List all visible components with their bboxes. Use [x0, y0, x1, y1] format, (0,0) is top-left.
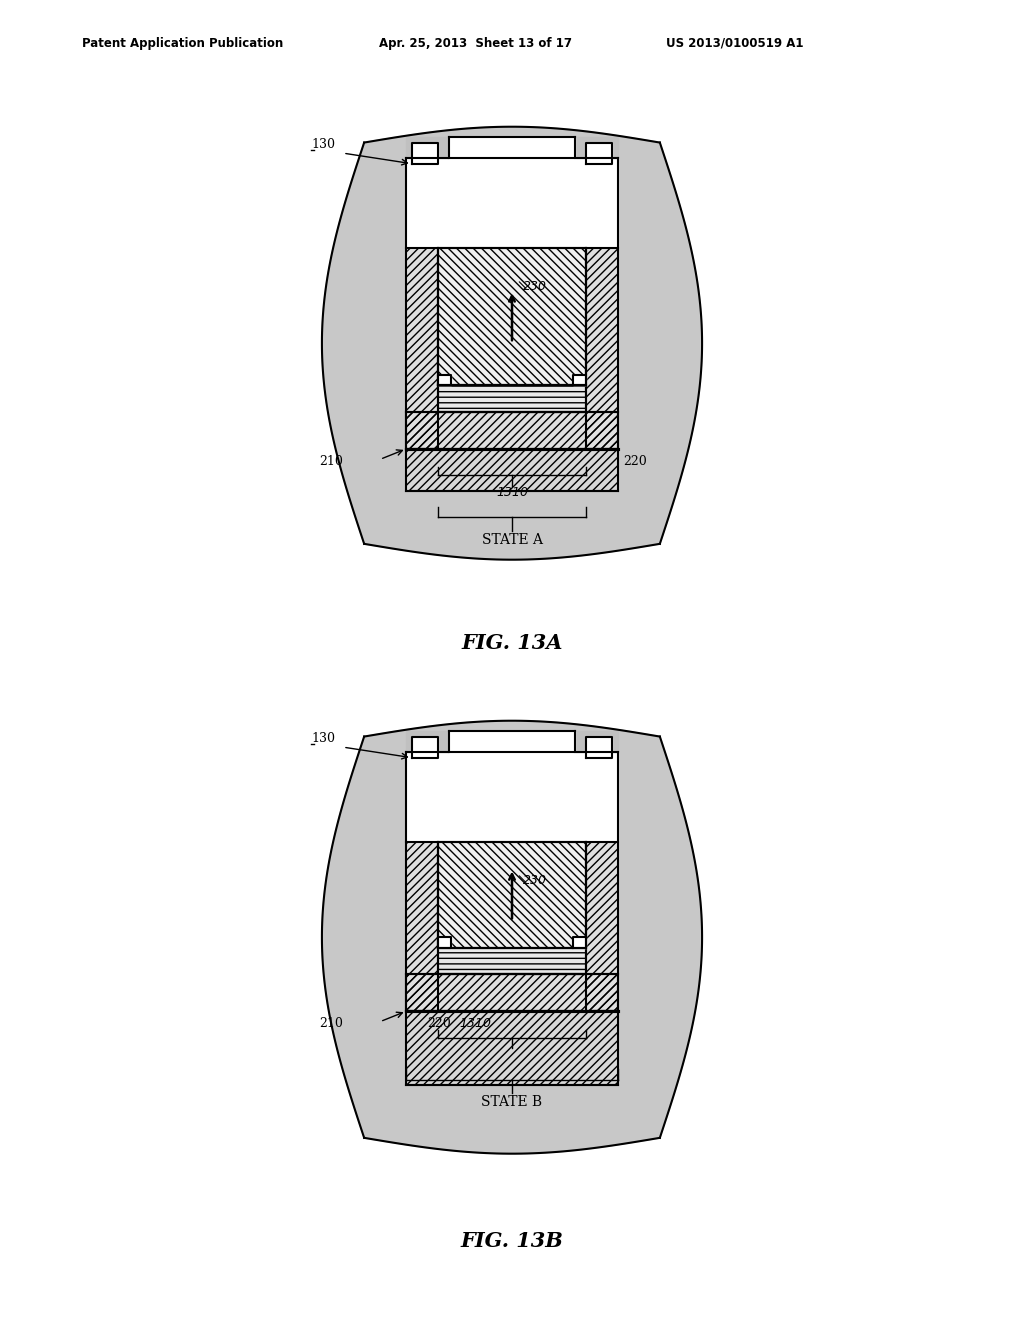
Polygon shape	[407, 248, 438, 449]
Polygon shape	[407, 731, 449, 752]
Polygon shape	[322, 721, 702, 1154]
Polygon shape	[586, 842, 617, 1011]
Polygon shape	[449, 731, 575, 763]
Text: 230: 230	[522, 280, 547, 293]
Text: FIG. 13A: FIG. 13A	[461, 634, 563, 653]
Polygon shape	[438, 385, 586, 412]
Polygon shape	[407, 974, 617, 1011]
Text: US 2013/0100519 A1: US 2013/0100519 A1	[666, 37, 803, 50]
Polygon shape	[407, 137, 449, 158]
Polygon shape	[438, 842, 586, 948]
Bar	[438, 842, 586, 948]
Polygon shape	[449, 137, 575, 169]
Text: 130: 130	[311, 731, 335, 744]
Polygon shape	[572, 375, 586, 385]
Bar	[407, 248, 438, 449]
Polygon shape	[412, 143, 438, 164]
Text: STATE B: STATE B	[481, 1096, 543, 1109]
Polygon shape	[586, 737, 612, 758]
Text: 220: 220	[428, 1016, 452, 1030]
Text: 1310: 1310	[496, 486, 528, 499]
Text: 210: 210	[319, 1016, 343, 1030]
Bar	[438, 948, 586, 974]
Polygon shape	[407, 412, 617, 449]
Text: 210: 210	[319, 454, 343, 467]
Text: 1310: 1310	[459, 1016, 492, 1030]
Polygon shape	[407, 752, 617, 842]
Bar	[407, 1011, 617, 1085]
Polygon shape	[322, 127, 702, 560]
Text: 220: 220	[623, 454, 646, 467]
Polygon shape	[575, 137, 617, 158]
Bar	[438, 248, 586, 385]
Polygon shape	[586, 143, 612, 164]
Polygon shape	[575, 731, 617, 752]
Polygon shape	[412, 737, 438, 758]
Bar	[438, 385, 586, 412]
Text: 230: 230	[522, 874, 547, 887]
Bar	[407, 842, 438, 1011]
Polygon shape	[572, 937, 586, 948]
Bar	[586, 248, 617, 449]
Text: FIG. 13B: FIG. 13B	[461, 1232, 563, 1251]
Polygon shape	[438, 937, 452, 948]
Bar	[586, 842, 617, 1011]
Text: Apr. 25, 2013  Sheet 13 of 17: Apr. 25, 2013 Sheet 13 of 17	[379, 37, 571, 50]
Bar	[438, 842, 586, 948]
Polygon shape	[438, 948, 586, 974]
Bar	[407, 974, 617, 1011]
Text: 130: 130	[311, 137, 335, 150]
Polygon shape	[407, 158, 617, 248]
Bar	[438, 248, 586, 385]
Polygon shape	[407, 449, 617, 491]
Text: Patent Application Publication: Patent Application Publication	[82, 37, 284, 50]
Bar	[407, 412, 617, 449]
Bar	[407, 449, 617, 491]
Polygon shape	[438, 375, 452, 385]
Text: STATE A: STATE A	[481, 533, 543, 546]
Polygon shape	[586, 248, 617, 449]
Polygon shape	[407, 1011, 617, 1085]
Polygon shape	[438, 248, 586, 385]
Polygon shape	[407, 842, 438, 1011]
